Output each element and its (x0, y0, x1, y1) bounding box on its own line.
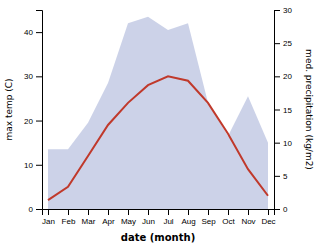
tick-mark (168, 209, 169, 215)
tick-label: 0 (29, 205, 34, 214)
tick-label: Jun (142, 217, 155, 226)
tick-mark (48, 209, 49, 215)
tick: 10 (24, 161, 42, 170)
tick-label: 15 (283, 106, 292, 115)
tick-mark (36, 165, 42, 166)
tick: Jul (163, 209, 173, 226)
tick-mark (108, 209, 109, 215)
tick: Mar (82, 209, 96, 226)
tick-label: Jan (42, 217, 55, 226)
tick-mark (188, 209, 189, 215)
y-axis: 0 10 20 30 40 (24, 11, 42, 215)
tick-label: Dec (261, 217, 275, 226)
tick-mark (274, 110, 280, 111)
tick-label: Mar (82, 217, 96, 226)
tick-label: 10 (24, 161, 33, 170)
tick: 10 (274, 139, 292, 148)
tick: 30 (274, 6, 292, 15)
x-axis-title: date (month) (121, 232, 195, 243)
tick: 0 (274, 205, 288, 214)
tick-mark (274, 209, 280, 210)
area (48, 17, 268, 209)
tick: Apr (102, 209, 115, 226)
tick-mark (208, 209, 209, 215)
tick-label: 5 (283, 172, 288, 181)
x-axis: Jan Feb Mar Apr May Jun Jul Aug Sep Oct Nov Dec (42, 209, 276, 226)
tick: Nov (241, 209, 255, 226)
tick: 20 (274, 72, 292, 81)
tick: May (121, 209, 136, 226)
y2-axis: 0 5 10 15 20 25 30 (274, 6, 292, 214)
plot: Jan Feb Mar Apr May Jun Jul Aug Sep Oct Nov Dec 0 10 2… (4, 6, 314, 243)
tick-label: 25 (283, 39, 292, 48)
tick: Dec (261, 209, 275, 226)
tick: 0 (29, 205, 42, 214)
tick-label: Feb (62, 217, 76, 226)
tick-mark (88, 209, 89, 215)
tick: Feb (62, 209, 76, 226)
tick-mark (148, 209, 149, 215)
tick: 20 (24, 117, 42, 126)
tick-label: 30 (24, 72, 33, 81)
axis-line (43, 210, 275, 216)
tick-mark (274, 10, 280, 11)
tick-label: 20 (24, 117, 33, 126)
tick: 40 (24, 28, 42, 37)
tick-label: 20 (283, 72, 292, 81)
tick-mark (128, 209, 129, 215)
tick-mark (274, 76, 280, 77)
tick-mark (274, 43, 280, 44)
tick-label: 40 (24, 28, 33, 37)
y2-axis-title: med. precipitation (kg/m2) (304, 49, 314, 170)
tick: Jan (42, 209, 55, 226)
tick: Oct (222, 209, 235, 226)
tick-mark (68, 209, 69, 215)
tick: Sep (201, 209, 216, 226)
line (48, 76, 268, 200)
tick-mark (248, 209, 249, 215)
tick-mark (36, 32, 42, 33)
y-axis-title: max temp (C) (4, 78, 14, 140)
tick-mark (36, 76, 42, 77)
axis-line (36, 11, 43, 210)
marks (48, 17, 268, 209)
tick-label: May (121, 217, 136, 226)
tick: 30 (24, 72, 42, 81)
tick: 15 (274, 106, 292, 115)
tick-label: Sep (201, 217, 216, 226)
tick-label: Jul (163, 217, 173, 226)
chart: Jan Feb Mar Apr May Jun Jul Aug Sep Oct Nov Dec 0 10 2… (0, 0, 318, 247)
tick-label: 10 (283, 139, 292, 148)
tick: 25 (274, 39, 292, 48)
tick-label: Aug (181, 217, 195, 226)
tick-mark (36, 121, 42, 122)
tick-mark (36, 209, 42, 210)
tick-label: Nov (241, 217, 255, 226)
tick-mark (268, 209, 269, 215)
tick-label: 0 (283, 205, 288, 214)
tick-mark (228, 209, 229, 215)
tick-label: 30 (283, 6, 292, 15)
tick-label: Oct (222, 217, 235, 226)
tick-mark (274, 176, 280, 177)
tick-label: Apr (102, 217, 115, 226)
tick-mark (274, 143, 280, 144)
axis-line (275, 11, 281, 210)
tick: 5 (274, 172, 288, 181)
tick: Jun (142, 209, 155, 226)
tick: Aug (181, 209, 195, 226)
